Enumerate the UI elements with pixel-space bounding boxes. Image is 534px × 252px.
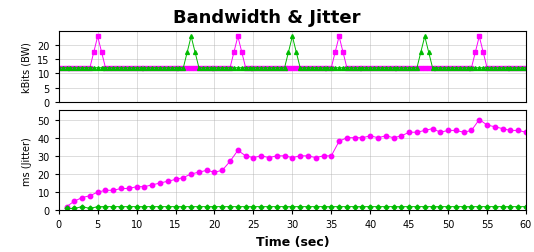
Text: Bandwidth & Jitter: Bandwidth & Jitter (173, 9, 361, 27)
X-axis label: Time (sec): Time (sec) (256, 235, 329, 248)
Y-axis label: kBits (BW): kBits (BW) (22, 42, 32, 92)
Y-axis label: ms (Jitter): ms (Jitter) (22, 136, 32, 185)
